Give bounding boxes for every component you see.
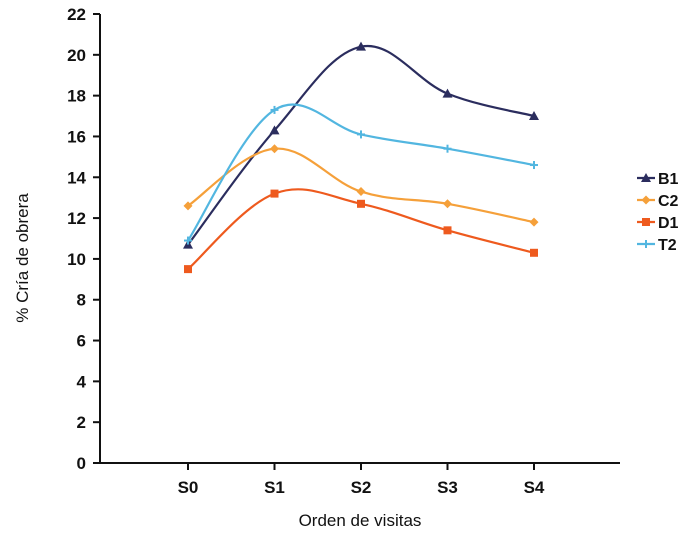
series-lines (183, 41, 539, 274)
data-point-t2 (530, 161, 538, 170)
axes (99, 14, 620, 464)
y-tick-label: 14 (67, 168, 86, 187)
data-point-c2 (443, 199, 452, 209)
x-tick-label: S3 (437, 478, 458, 497)
series-line-b1 (187, 44, 535, 246)
data-point-d1 (184, 265, 192, 274)
y-tick-label: 20 (67, 46, 86, 65)
legend-marker-t2 (642, 240, 650, 248)
series-c2 (183, 144, 539, 227)
data-point-c2 (529, 217, 539, 227)
y-axis-title: % Cría de obrera (13, 193, 32, 323)
data-point-d1 (270, 189, 279, 198)
y-tick-label: 12 (67, 209, 86, 228)
data-point-c2 (356, 187, 366, 197)
series-d1 (184, 188, 538, 274)
y-tick-label: 16 (67, 127, 86, 146)
y-ticks: 0 2 4 6 8 10 12 14 16 18 20 22 (67, 5, 100, 473)
legend-item-d1: D1 (637, 215, 679, 232)
series-line-c2 (187, 147, 535, 224)
x-tick-label: S0 (178, 478, 199, 497)
y-tick-label: 22 (67, 5, 86, 24)
data-point-b1 (529, 111, 539, 121)
data-point-c2 (183, 201, 193, 211)
series-line-t2 (187, 103, 535, 242)
data-point-t2 (184, 236, 192, 245)
data-point-t2 (357, 130, 365, 139)
legend-label-b1: B1 (658, 171, 679, 188)
legend-item-b1: B1 (637, 171, 679, 188)
legend-item-t2: T2 (637, 237, 677, 254)
data-point-d1 (530, 248, 538, 257)
legend-marker-c2 (641, 195, 651, 205)
legend-marker-d1 (642, 218, 650, 226)
x-tick-label: S4 (524, 478, 545, 497)
y-tick-label: 0 (77, 454, 86, 473)
series-t2 (184, 103, 538, 245)
x-ticks: S0 S1 S2 S3 S4 (178, 463, 545, 497)
y-tick-label: 18 (67, 87, 86, 106)
legend-label-d1: D1 (658, 215, 679, 232)
y-tick-label: 10 (67, 250, 86, 269)
data-point-b1 (442, 88, 453, 98)
y-tick-label: 6 (77, 332, 86, 351)
legend-item-c2: C2 (637, 193, 679, 210)
y-tick-label: 4 (77, 372, 87, 391)
y-tick-label: 8 (77, 291, 86, 310)
legend-marker-b1 (641, 173, 651, 182)
data-point-t2 (270, 105, 279, 114)
legend: B1 C2 D1 T2 (637, 171, 679, 254)
x-axis-title: Orden de visitas (299, 511, 422, 530)
y-tick-label: 2 (77, 413, 86, 432)
legend-label-c2: C2 (658, 193, 679, 210)
data-point-c2 (270, 144, 279, 154)
data-point-d1 (357, 199, 365, 208)
data-point-d1 (443, 226, 452, 235)
x-tick-label: S1 (264, 478, 285, 497)
data-point-b1 (269, 125, 280, 135)
legend-label-t2: T2 (658, 237, 677, 254)
data-point-t2 (443, 144, 452, 153)
series-b1 (183, 41, 539, 249)
x-tick-label: S2 (351, 478, 372, 497)
data-point-b1 (356, 41, 366, 51)
